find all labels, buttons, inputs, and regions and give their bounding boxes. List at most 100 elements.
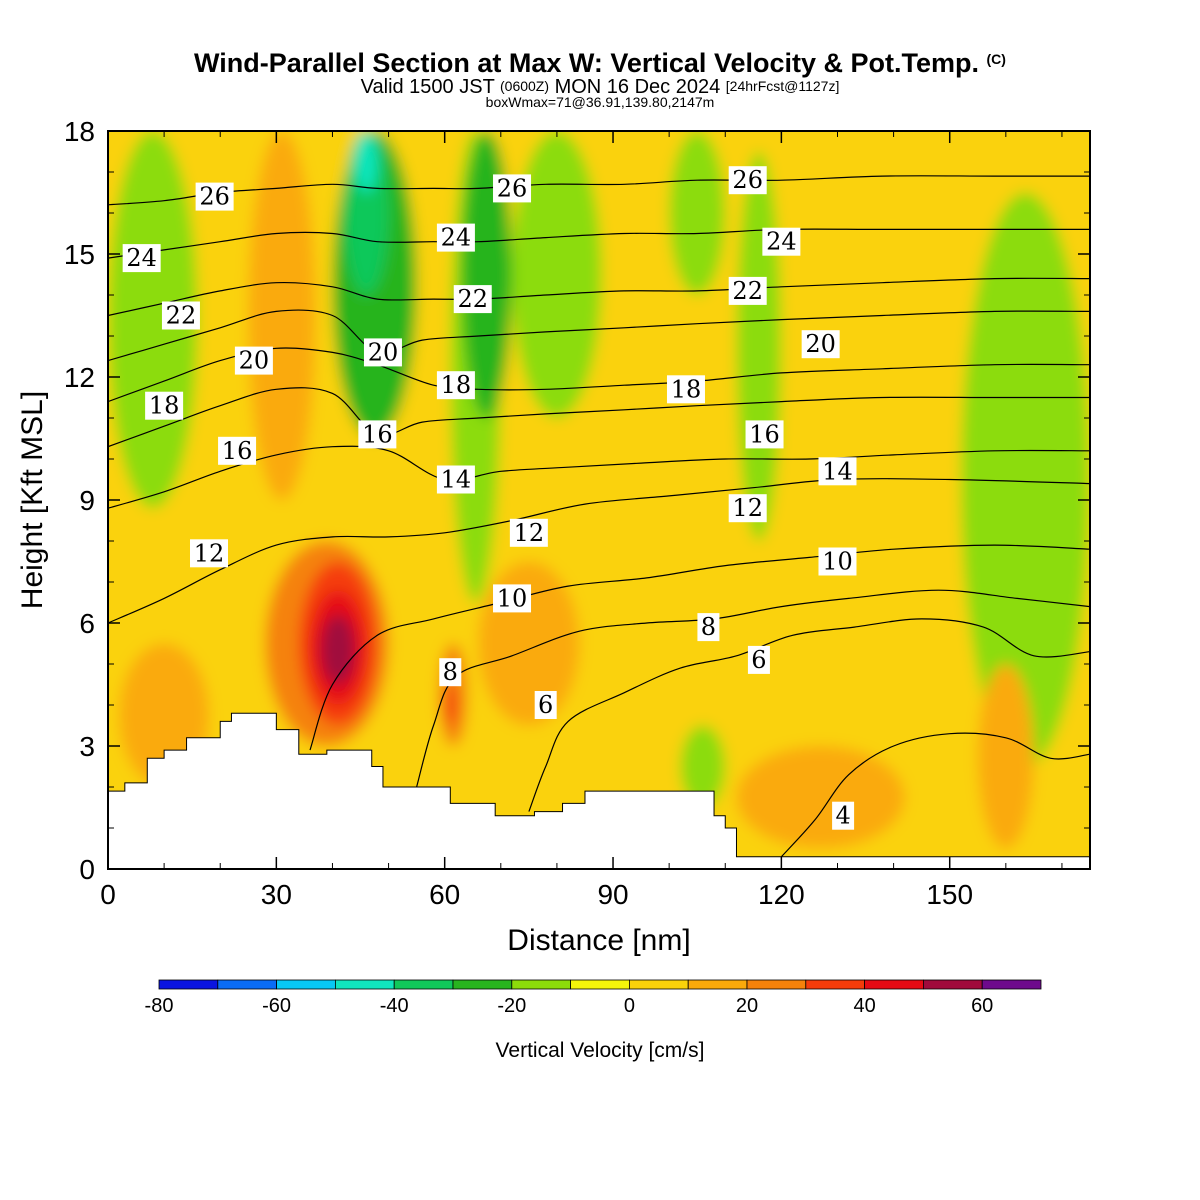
y-tick-label: 6 <box>79 608 95 639</box>
contour-label-box <box>122 244 161 273</box>
colorbar-swatch <box>452 979 513 990</box>
contour-label-text: 12 <box>732 494 763 522</box>
y-axis-title: Height [Kft MSL] <box>16 391 49 609</box>
contour-label: 8 <box>439 658 462 687</box>
colorbar-swatch <box>923 979 983 990</box>
contour-label-text: 10 <box>497 584 528 612</box>
contour-label: 22 <box>161 301 200 330</box>
contour-label: 24 <box>436 223 475 252</box>
contour-label-text: 26 <box>732 166 763 194</box>
valid-prefix: Valid 1500 JST <box>360 76 495 98</box>
contour-label-box <box>436 465 475 494</box>
velocity-cell <box>248 131 316 500</box>
contour-label-text: 10 <box>822 548 853 576</box>
valid-time-line: Valid 1500 JST (0600Z) MON 16 Dec 2024 [… <box>0 76 1200 97</box>
contour-label: 24 <box>122 244 161 273</box>
contour-label: 26 <box>195 182 234 211</box>
box-max-info: boxWmax=71@36.91,139.80,2147m <box>485 94 715 110</box>
contour-label-box <box>190 539 229 568</box>
contour-label-box <box>697 613 720 642</box>
contour-label-box <box>818 547 857 576</box>
contour-label-box <box>801 330 840 359</box>
contour-label-box <box>728 166 767 195</box>
contour-label-box <box>453 285 492 314</box>
contour-label-box <box>745 420 784 449</box>
contour-label-text: 24 <box>126 244 157 272</box>
contour-label: 26 <box>728 166 767 195</box>
y-tick-label: 15 <box>64 239 95 270</box>
contour-label-text: 20 <box>239 347 270 375</box>
colorbar: -80 -60 -40 -20 0 20 40 60 <box>145 979 1042 1017</box>
contour-label-text: 12 <box>194 539 225 567</box>
contour-label: 16 <box>358 420 397 449</box>
y-tick-label: 0 <box>79 854 95 885</box>
colorbar-swatch <box>217 979 278 990</box>
contour-label-box <box>666 375 705 404</box>
contour-label-text: 18 <box>149 392 180 420</box>
colorbar-swatch <box>276 979 336 990</box>
contour-label: 22 <box>453 285 492 314</box>
velocity-cell <box>343 131 389 295</box>
copyright-mark: (C) <box>986 51 1006 67</box>
theta-contour-16 <box>108 387 1090 448</box>
colorbar-tick-label: -80 <box>145 995 174 1017</box>
velocity-cell <box>736 151 782 541</box>
y-tick-label: 9 <box>79 485 95 516</box>
contour-label: 12 <box>190 539 229 568</box>
contour-label-box <box>363 338 402 367</box>
contour-label: 20 <box>801 330 840 359</box>
contour-label: 18 <box>436 371 475 400</box>
contour-label: 14 <box>818 457 857 486</box>
chart-title: Wind-Parallel Section at Max W: Vertical… <box>0 44 1200 78</box>
colorbar-swatch <box>511 979 571 990</box>
contour-label-box <box>509 518 548 547</box>
contour-label: 20 <box>234 346 273 375</box>
colorbar-swatch <box>746 979 807 990</box>
colorbar-swatch <box>334 979 395 990</box>
contour-label: 14 <box>436 465 475 494</box>
contour-label-box <box>832 801 855 830</box>
contour-label-text: 16 <box>749 420 780 448</box>
contour-label-text: 24 <box>766 228 797 256</box>
contour-label: 18 <box>666 375 705 404</box>
velocity-cell <box>461 131 513 418</box>
contour-label-text: 22 <box>166 302 197 330</box>
contour-label-box <box>234 346 273 375</box>
contour-label: 10 <box>493 584 532 613</box>
velocity-cell <box>960 192 1090 767</box>
theta-contour-20 <box>108 309 1090 362</box>
axis-ticks: 0 30 60 90 120 150 0 3 6 9 12 15 18 <box>64 116 1090 910</box>
contour-label-box <box>493 174 532 203</box>
x-tick-label: 90 <box>597 879 628 910</box>
contour-label: 8 <box>697 613 720 642</box>
x-tick-label: 30 <box>261 879 292 910</box>
velocity-cell <box>444 684 456 726</box>
x-tick-label: 150 <box>926 879 973 910</box>
contour-label-text: 20 <box>805 330 836 358</box>
contour-label: 20 <box>363 338 402 367</box>
contour-label: 18 <box>145 391 184 420</box>
colorbar-title: Vertical Velocity [cm/s] <box>496 1039 705 1062</box>
colorbar-swatch <box>864 979 924 990</box>
colorbar-swatch <box>981 979 1042 990</box>
theta-contour-24 <box>108 228 1090 259</box>
contour-label-text: 18 <box>441 371 472 399</box>
contour-label: 6 <box>534 691 557 719</box>
contour-label: 16 <box>745 420 784 449</box>
contour-label-box <box>358 420 397 449</box>
terrain-mask <box>108 712 1090 869</box>
contour-label-box <box>436 223 475 252</box>
contour-label-text: 26 <box>199 183 230 211</box>
contour-label-text: 8 <box>701 613 716 641</box>
contour-label: 24 <box>762 227 801 256</box>
velocity-cell <box>977 664 1034 849</box>
valid-utc: (0600Z) <box>500 78 550 94</box>
colorbar-tick-label: -60 <box>262 995 291 1017</box>
contour-label-text: 8 <box>443 658 458 686</box>
colorbar-tick-label: 0 <box>624 995 635 1017</box>
velocity-cell <box>736 746 905 849</box>
contour-label-box <box>436 371 475 400</box>
theta-contour-10 <box>309 544 1090 751</box>
contour-label-box <box>728 276 767 305</box>
